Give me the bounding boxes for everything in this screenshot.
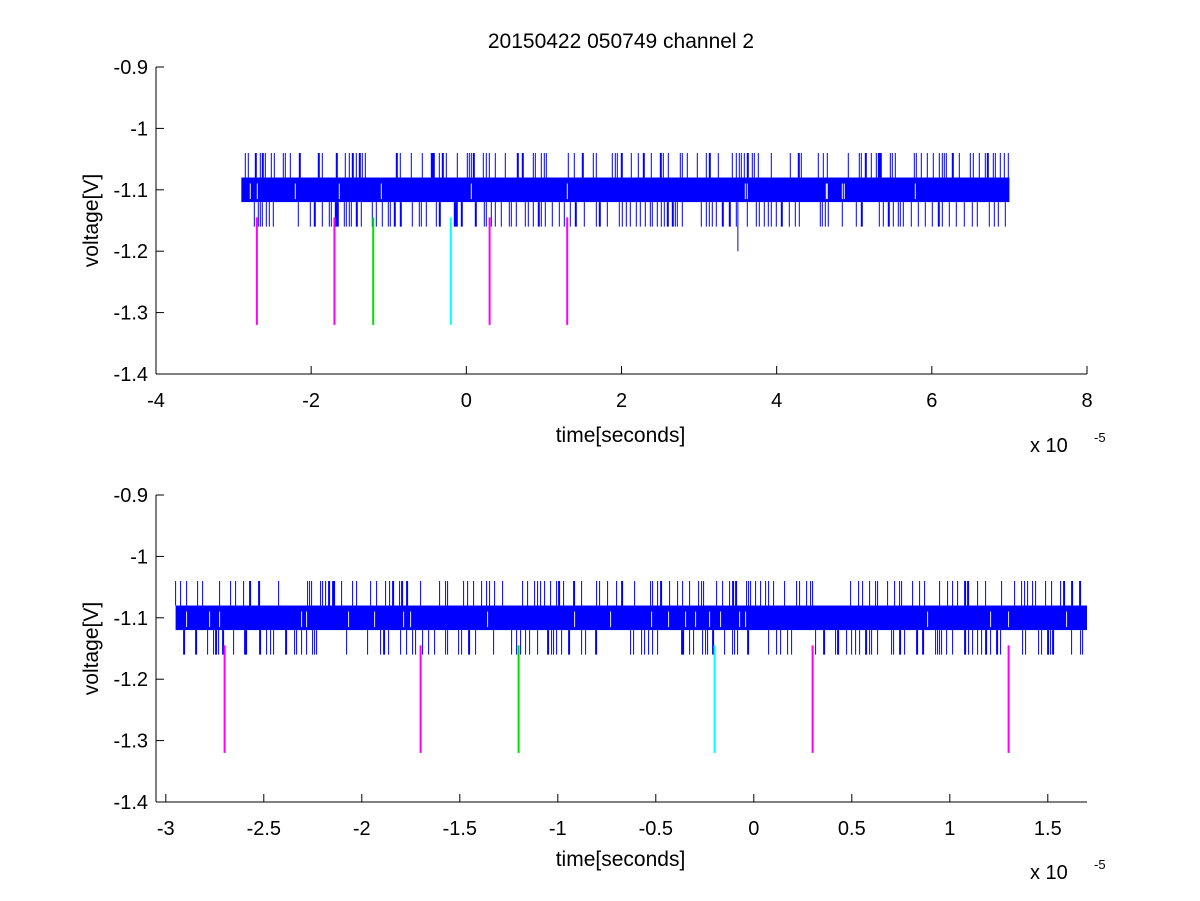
series-band-texture (186, 611, 1068, 628)
x-tick-label: -2.5 (247, 818, 281, 840)
y-axis-label: voltage[V] (80, 174, 103, 267)
x-tick-label: -2 (353, 818, 371, 840)
series-band (241, 177, 1010, 203)
series-band (175, 605, 1088, 631)
x-tick-label: 0 (461, 390, 472, 412)
x-tick-label: 4 (771, 390, 782, 412)
y-tick-label: -1.3 (114, 731, 148, 753)
x-axis-label: time[seconds] (556, 848, 686, 871)
x-exponent-label: x 10 (1030, 862, 1068, 884)
y-axis-label: voltage[V] (80, 602, 103, 695)
x-tick-label: 2 (616, 390, 627, 412)
x-tick-label: -2 (302, 390, 320, 412)
bottom-subplot: -3 -2.5 -2 -1.5 -1 -0.5 0 0.5 1 1.5 -0.9 -1 -1.1 -1.2… (80, 485, 1106, 884)
x-axis-label: time[seconds] (556, 424, 686, 447)
y-tick-label: -1.2 (114, 241, 148, 263)
x-exponent-label: x 10 (1030, 435, 1068, 457)
y-tick-label: -0.9 (114, 57, 148, 79)
series-band-texture (249, 183, 916, 200)
x-tick-label: 8 (1081, 390, 1092, 412)
x-tick-label: 0 (748, 818, 759, 840)
y-tick-label: -1 (130, 118, 148, 140)
x-tick-label: -1 (549, 818, 567, 840)
y-tick-label: -1.4 (114, 792, 148, 814)
x-tick-label: -0.5 (639, 818, 673, 840)
y-tick-label: -1.1 (114, 608, 148, 630)
y-tick-label: -1.4 (114, 364, 148, 386)
series-0 (241, 153, 1010, 252)
x-exponent-value: -5 (1094, 430, 1106, 445)
y-tick-label: -1 (130, 546, 148, 568)
series-noise-spikes (244, 153, 1009, 227)
series-noise-spikes (175, 581, 1084, 655)
figure-title: 20150422 050749 channel 2 (488, 30, 754, 53)
y-tick-label: -1.3 (114, 303, 148, 325)
x-tick-label: -4 (147, 390, 165, 412)
x-tick-label: 1 (944, 818, 955, 840)
x-tick-label: 1.5 (1034, 818, 1062, 840)
y-tick-label: -1.1 (114, 180, 148, 202)
x-tick-label: 0.5 (838, 818, 866, 840)
top-subplot: -4 -2 0 2 4 6 8 -0.9 -1 -1.1 -1.2 -1.3 -1.4 time[seco… (80, 57, 1106, 457)
y-tick-label: -1.2 (114, 669, 148, 691)
series-0 (175, 581, 1088, 655)
x-exponent-value: -5 (1094, 857, 1106, 872)
x-tick-label: -3 (157, 818, 175, 840)
x-tick-label: 6 (926, 390, 937, 412)
x-tick-label: -1.5 (443, 818, 477, 840)
y-tick-label: -0.9 (114, 485, 148, 507)
